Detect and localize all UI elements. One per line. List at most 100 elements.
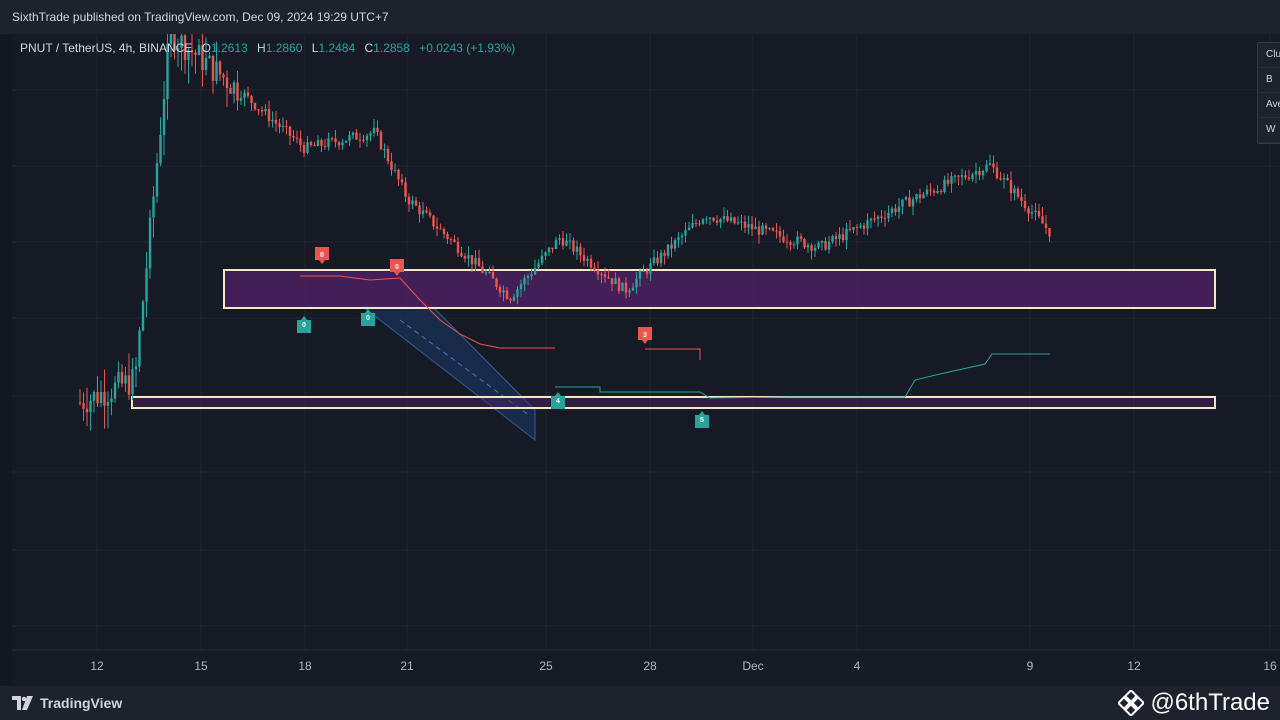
legend-symbol: PNUT / TetherUS, 4h, BINANCE bbox=[20, 41, 193, 55]
candle-body bbox=[250, 95, 253, 104]
candle-body bbox=[925, 189, 929, 195]
candle-body bbox=[442, 228, 446, 234]
candle-body bbox=[502, 290, 505, 293]
side-row-2[interactable]: B bbox=[1258, 68, 1280, 93]
candle-body bbox=[365, 135, 369, 141]
candle-body bbox=[292, 135, 295, 138]
candle-body bbox=[792, 244, 796, 246]
legend-change: +0.0243 (+1.93%) bbox=[419, 41, 516, 55]
candle-body bbox=[908, 197, 911, 207]
chart-svg[interactable]: 0 0 3 0 0 4 5 12 15 18 21 25 28 Dec 4 9 12 16 bbox=[12, 34, 1280, 686]
candle-body bbox=[474, 258, 477, 265]
candle-body bbox=[131, 369, 134, 395]
candle-body bbox=[274, 119, 278, 124]
candle-body bbox=[183, 35, 187, 61]
candle-body bbox=[638, 270, 642, 279]
candle-body bbox=[1041, 216, 1044, 224]
candle-body bbox=[778, 231, 782, 237]
candle-body bbox=[463, 256, 467, 259]
chart-area[interactable]: 0 0 3 0 0 4 5 12 15 18 21 25 28 Dec 4 9 12 16 bbox=[12, 34, 1280, 686]
candle-body bbox=[1048, 228, 1051, 237]
candle-body bbox=[953, 175, 957, 177]
candle-body bbox=[978, 171, 981, 176]
candle-body bbox=[285, 125, 288, 127]
x-tick-label: 9 bbox=[1027, 659, 1034, 673]
candle-body bbox=[712, 217, 715, 221]
candle-body bbox=[733, 217, 736, 224]
top-bar: SixthTrade published on TradingView.com,… bbox=[0, 0, 1280, 34]
bottom-bar: TradingView @6thTrade bbox=[0, 686, 1280, 720]
candle-body bbox=[379, 132, 383, 150]
signal-marker-label: 0 bbox=[302, 322, 306, 329]
candle-body bbox=[376, 127, 379, 133]
candle-body bbox=[813, 247, 817, 251]
candle-body bbox=[218, 61, 222, 75]
legend-h-value: 1.2860 bbox=[265, 41, 303, 55]
tradingview-logo[interactable]: TradingView bbox=[12, 694, 122, 712]
candle-body bbox=[141, 301, 145, 331]
candle-body bbox=[355, 132, 358, 140]
candles-group bbox=[78, 34, 1051, 431]
candle-body bbox=[652, 257, 656, 264]
candle-body bbox=[414, 200, 418, 206]
candle-body bbox=[309, 142, 313, 146]
candle-body bbox=[148, 217, 152, 269]
candle-body bbox=[911, 199, 915, 207]
candle-body bbox=[362, 139, 365, 141]
candle-body bbox=[701, 219, 705, 224]
candle-body bbox=[267, 109, 271, 122]
candle-body bbox=[897, 206, 901, 212]
candle-body bbox=[449, 239, 453, 241]
candle-body bbox=[467, 255, 470, 259]
candle-body bbox=[600, 274, 603, 276]
candle-body bbox=[106, 402, 110, 406]
side-row-4[interactable]: W bbox=[1258, 118, 1280, 143]
side-row-3[interactable]: Ave bbox=[1258, 93, 1280, 118]
candle-body bbox=[1009, 180, 1013, 194]
candle-body bbox=[722, 216, 726, 219]
candle-body bbox=[1006, 177, 1009, 181]
candle-body bbox=[327, 138, 330, 147]
candle-body bbox=[155, 163, 159, 197]
candle-body bbox=[761, 225, 764, 235]
candle-body bbox=[880, 216, 883, 218]
candle-body bbox=[432, 215, 435, 227]
candle-body bbox=[789, 242, 792, 245]
candle-body bbox=[992, 163, 995, 168]
candle-body bbox=[614, 278, 617, 285]
candle-body bbox=[705, 218, 708, 220]
candle-body bbox=[943, 179, 946, 193]
candle-body bbox=[922, 194, 925, 199]
candle-body bbox=[393, 169, 397, 171]
candle-body bbox=[715, 220, 719, 223]
candle-body bbox=[670, 244, 673, 249]
candle-body bbox=[516, 289, 519, 297]
candle-body bbox=[145, 268, 148, 302]
candle-body bbox=[981, 170, 985, 176]
candle-body bbox=[197, 45, 201, 55]
candle-body bbox=[190, 50, 194, 53]
side-row-1[interactable]: Clu bbox=[1258, 43, 1280, 68]
candle-body bbox=[446, 233, 449, 240]
candle-body bbox=[726, 216, 729, 221]
candle-body bbox=[302, 145, 306, 153]
candle-body bbox=[369, 133, 372, 136]
ohlc-legend: PNUT / TetherUS, 4h, BINANCE O1.2613 H1.… bbox=[20, 41, 515, 55]
candle-body bbox=[120, 372, 124, 384]
candle-body bbox=[488, 272, 491, 274]
candle-body bbox=[967, 177, 971, 179]
candle-body bbox=[159, 134, 162, 164]
candle-body bbox=[82, 402, 85, 409]
candle-body bbox=[645, 270, 649, 274]
candle-body bbox=[453, 239, 456, 242]
candle-body bbox=[1027, 208, 1030, 214]
candle-body bbox=[127, 375, 131, 395]
candle-body bbox=[537, 263, 540, 268]
candle-body bbox=[407, 196, 411, 205]
buy-signal-marker bbox=[297, 316, 311, 333]
candle-body bbox=[1023, 201, 1027, 209]
candle-body bbox=[421, 210, 425, 215]
indicator-side-panel[interactable]: Clu B Ave W bbox=[1257, 42, 1280, 144]
candle-body bbox=[201, 45, 204, 71]
legend-l-value: 1.2484 bbox=[318, 41, 356, 55]
